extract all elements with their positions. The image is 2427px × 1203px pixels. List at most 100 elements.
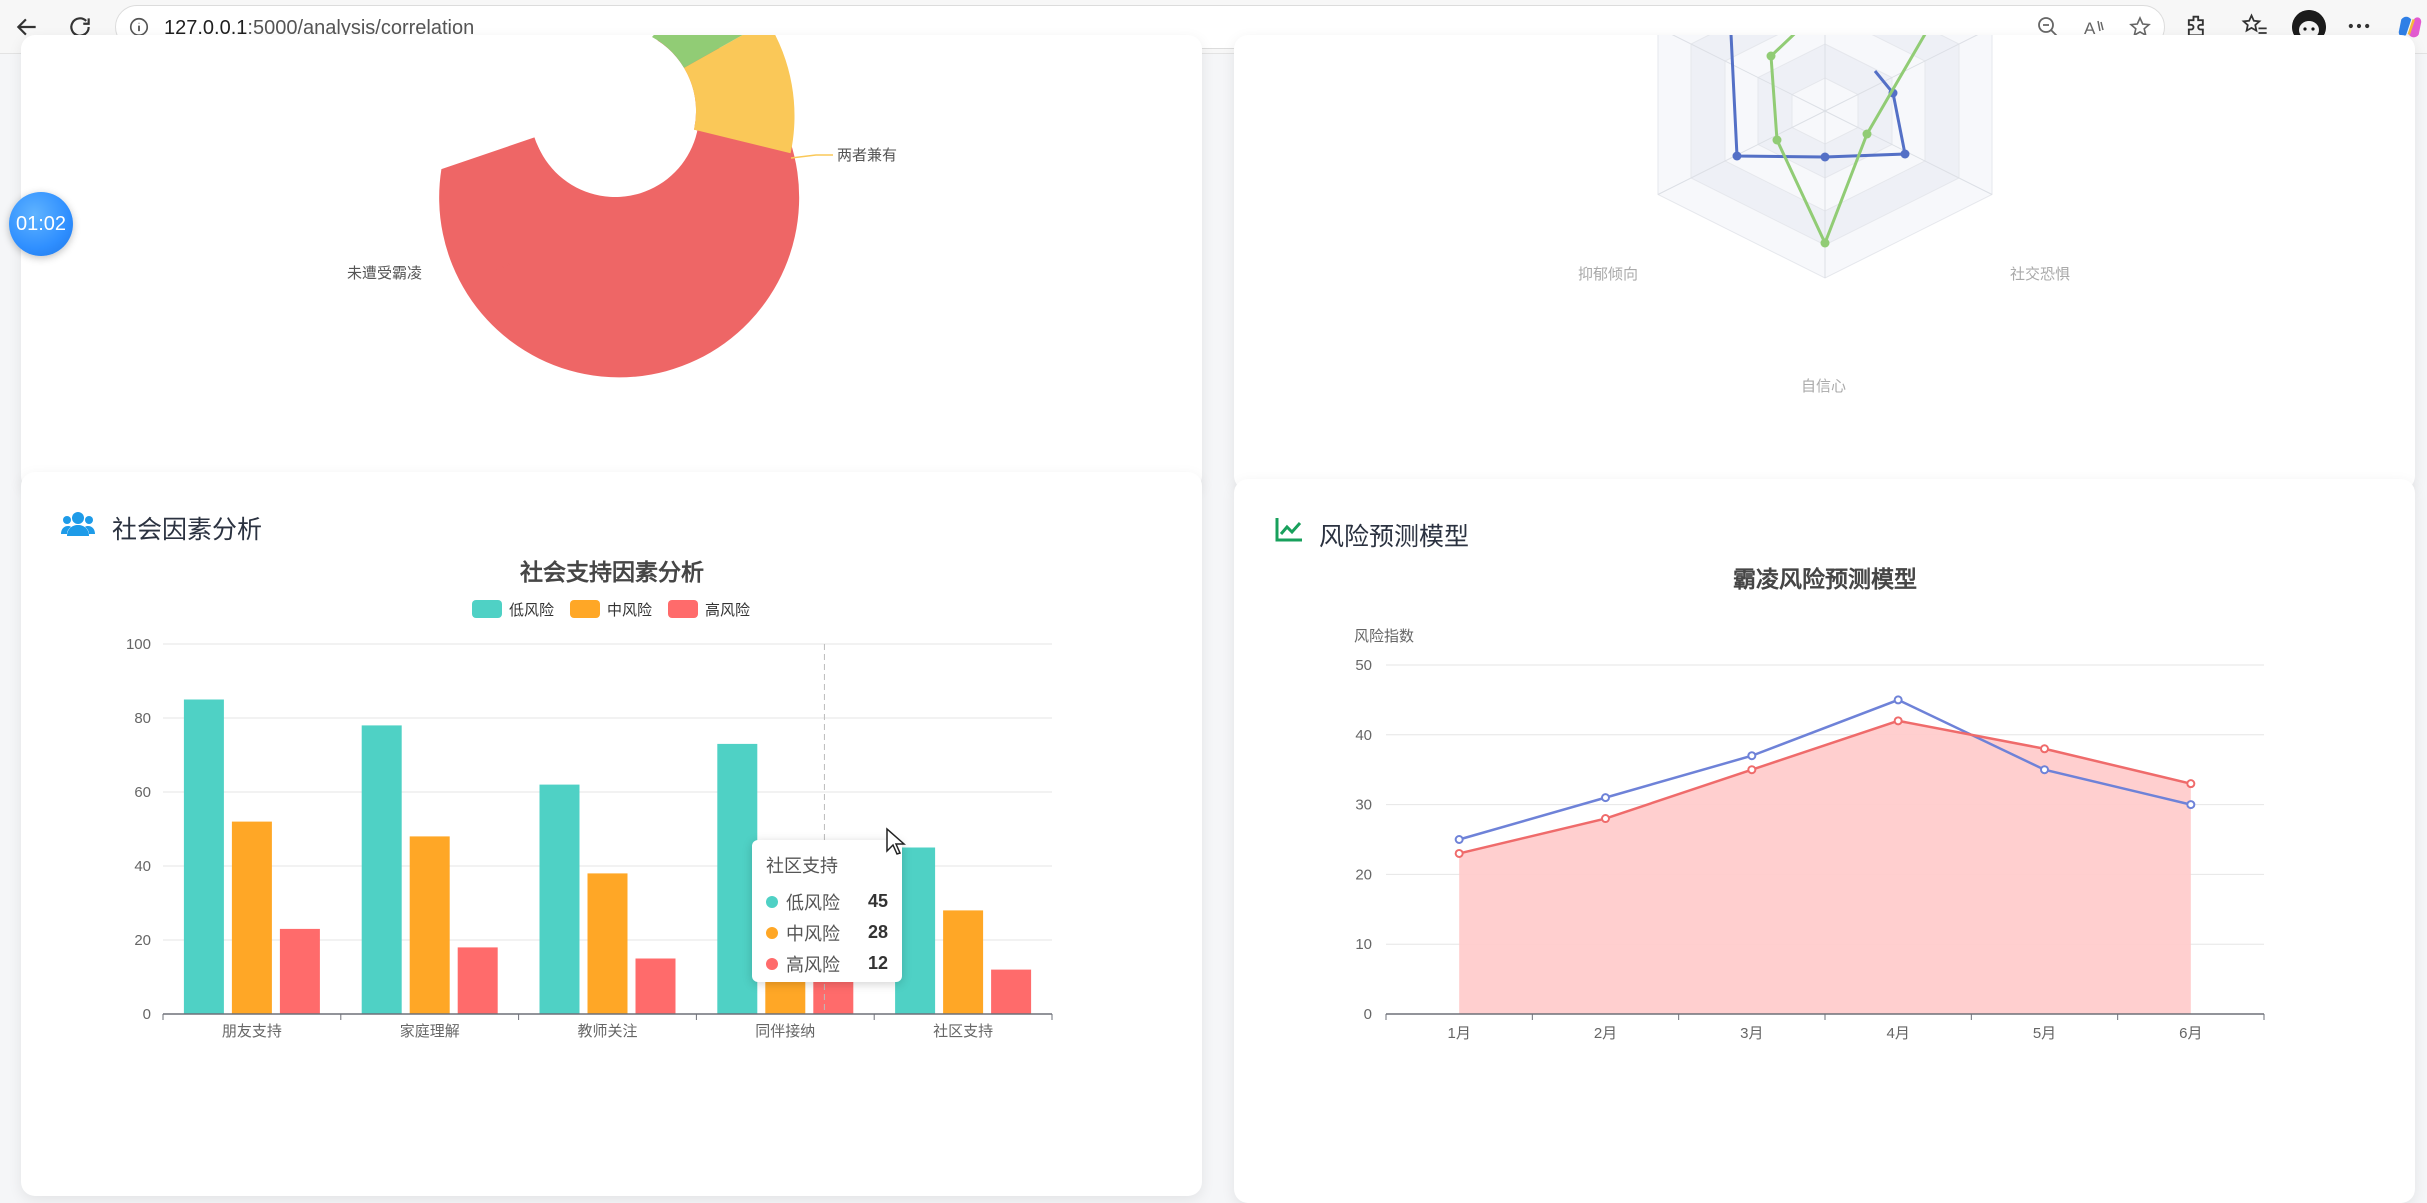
copilot-icon[interactable]: [2395, 12, 2425, 42]
tooltip-name: 中风险: [786, 923, 840, 944]
risk-line-chart[interactable]: 霸凌风险预测模型 风险指数 0 10 20 30 40 50 1月 2月 3月 4月 5月 6月: [1234, 549, 2415, 1129]
radar-series-blue[interactable]: [1728, 35, 1907, 159]
donut-chart: 两者兼有 未遭受霸凌: [347, 35, 897, 378]
url-host: 127.0.0.1: [164, 17, 248, 39]
bar-marks: [183, 644, 1032, 1014]
line-point: [1601, 793, 1610, 803]
line-xtick-label: 3月: [1740, 1025, 1763, 1042]
social-card-title: 社会因素分析: [112, 516, 263, 544]
tooltip-title: 社区支持: [766, 856, 838, 876]
line-point: [1454, 848, 1464, 858]
bar-legend-label: 低风险: [509, 602, 554, 619]
bar: [813, 977, 854, 1014]
social-factors-card: 社会因素分析 社会支持因素分析 低风险 中风险 高风险 0 20 40 60 80 100 朋友…: [21, 472, 1202, 1196]
label-line-both: [790, 154, 833, 159]
radar-points-green: [1766, 51, 1872, 248]
line-ytick-label: 0: [1364, 1006, 1372, 1023]
line-series-red: [1458, 719, 2192, 855]
bar: [457, 947, 498, 1014]
line-point: [1893, 716, 1903, 726]
tooltip-row: 高风险 12: [766, 948, 888, 979]
bar: [231, 821, 272, 1014]
timer-badge[interactable]: 01:02: [9, 192, 73, 256]
line-chart-ylabel: 风险指数: [1354, 628, 1414, 645]
bar: [279, 928, 320, 1014]
bar-legend-label: 高风险: [705, 602, 750, 619]
radar-card: 抑郁倾向 社交恐惧 自信心: [1234, 35, 2415, 490]
svg-text:A: A: [2084, 19, 2096, 38]
bar-ytick-label: 60: [134, 784, 151, 801]
users-icon: [61, 510, 95, 542]
donut-hole: [530, 35, 694, 193]
bar-legend-swatch: [472, 600, 502, 618]
line-series-blue: [1458, 698, 2192, 841]
bar-xtick-label: 同伴接纳: [755, 1023, 815, 1040]
url-path: :5000/analysis/correlation: [247, 17, 475, 39]
line-xtick-label: 6月: [2179, 1025, 2202, 1042]
line-point: [2186, 779, 2196, 789]
bar: [991, 969, 1032, 1014]
tooltip-value: 45: [867, 891, 888, 911]
url-text: 127.0.0.1:5000/analysis/correlation: [164, 17, 474, 40]
line-ytick-label: 40: [1355, 727, 1372, 744]
read-aloud-icon[interactable]: A: [2082, 15, 2108, 41]
arrow-left-icon: [16, 18, 36, 36]
bar: [361, 725, 402, 1014]
line-point: [1601, 814, 1610, 824]
bar-legend: 低风险 中风险 高风险: [472, 600, 750, 619]
radar-indicator-depression: 抑郁倾向: [1578, 266, 1638, 283]
bar-xtick-label: 社区支持: [933, 1023, 993, 1040]
bar: [717, 743, 758, 1014]
bar-ytick-label: 20: [134, 932, 151, 949]
tooltip-row: 中风险 28: [766, 917, 888, 948]
label-both: 两者兼有: [837, 147, 897, 164]
line-xtick-label: 1月: [1447, 1025, 1470, 1042]
line-point: [1747, 751, 1757, 761]
bar-axis: 0 20 40 60 80 100 朋友支持 家庭理解 教师关注 同伴接纳 社区支持: [126, 636, 1053, 1040]
bar: [539, 784, 580, 1014]
line-chart-icon: [1274, 515, 1304, 547]
bar-ytick-label: 100: [126, 636, 151, 653]
more-menu-icon[interactable]: [2345, 12, 2375, 42]
radar-chart: 抑郁倾向 社交恐惧 自信心: [1578, 35, 2070, 395]
line-ytick-label: 10: [1355, 936, 1372, 953]
label-line-not-bullied: [471, 262, 512, 274]
line-chart-title: 霸凌风险预测模型: [1733, 566, 1917, 592]
line-xtick-label: 4月: [1886, 1025, 1909, 1042]
tooltip-name: 低风险: [786, 892, 840, 913]
radar-indicator-confidence: 自信心: [1801, 378, 1846, 395]
line-ytick-label: 50: [1355, 657, 1372, 674]
tooltip-row: 低风险 45: [766, 886, 888, 917]
donut-slice-both[interactable]: [684, 35, 795, 154]
bar-ytick-label: 0: [143, 1006, 151, 1023]
reload-button[interactable]: [63, 10, 97, 44]
bar-xtick-label: 家庭理解: [400, 1023, 460, 1040]
back-button[interactable]: [10, 10, 44, 44]
bar: [943, 910, 984, 1014]
tooltip-dot-high: [766, 957, 778, 970]
bar: [635, 958, 676, 1014]
line-point: [1893, 695, 1903, 705]
favorite-star-icon[interactable]: [2128, 15, 2154, 41]
line-point: [2040, 744, 2049, 754]
label-not-bullied: 未遭受霸凌: [347, 265, 422, 282]
tooltip-value: 28: [867, 922, 888, 942]
line-xtick-label: 5月: [2033, 1025, 2056, 1042]
bar-ytick-label: 80: [134, 710, 151, 727]
line-marks: [1454, 695, 2196, 1014]
bar-xtick-label: 教师关注: [577, 1023, 637, 1040]
line-point: [2040, 765, 2049, 775]
bar-ytick-label: 40: [134, 858, 151, 875]
tooltip-name: 高风险: [786, 954, 840, 975]
donut-slice-green[interactable]: [652, 35, 767, 68]
bar-legend-swatch: [668, 600, 698, 618]
reload-icon: [70, 17, 90, 37]
line-point: [1747, 765, 1757, 775]
bar-tooltip: 社区支持 低风险 45 中风险 28 高风险 12: [752, 840, 902, 982]
bar-chart-title: 社会支持因素分析: [520, 559, 704, 585]
social-bar-chart[interactable]: 社会支持因素分析 低风险 中风险 高风险 020406080100朋友支持 家庭理解教…: [21, 542, 1202, 1102]
line-ytick-label: 20: [1355, 866, 1372, 883]
risk-model-card: 风险预测模型 霸凌风险预测模型 风险指数 0 10 20 30 40 50 1月 2月 3月 4月…: [1234, 479, 2415, 1203]
bar: [587, 873, 628, 1014]
line-area-red: [1459, 720, 2191, 1014]
